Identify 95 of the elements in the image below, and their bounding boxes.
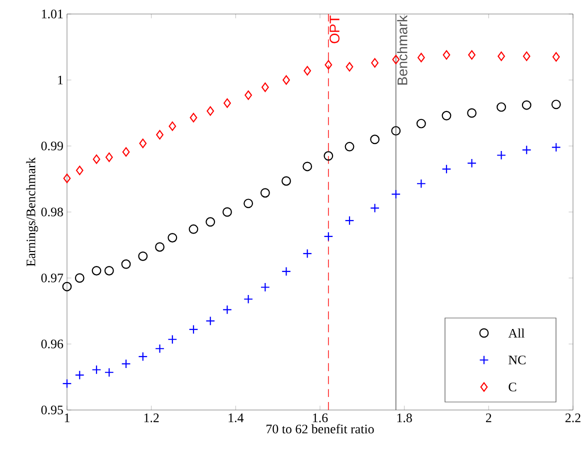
legend-label: NC — [508, 356, 526, 364]
x-axis-title: 70 to 62 benefit ratio — [266, 424, 374, 434]
point — [370, 134, 380, 144]
point — [188, 224, 198, 234]
point — [190, 112, 198, 122]
point — [122, 147, 130, 157]
point — [138, 251, 148, 261]
x-tick-label: 1.2 — [144, 414, 159, 422]
point — [224, 98, 231, 108]
point — [416, 118, 426, 128]
point — [121, 359, 131, 369]
point — [468, 50, 476, 60]
point — [139, 138, 147, 148]
point — [496, 102, 506, 112]
point — [260, 188, 270, 198]
x-tick-label: 1.6 — [313, 414, 328, 422]
point — [74, 370, 84, 380]
legend-label: All — [508, 328, 524, 338]
y-tick-label: 1.01 — [42, 10, 63, 18]
point — [442, 50, 450, 60]
point — [188, 324, 198, 334]
point — [346, 62, 354, 72]
point — [260, 282, 270, 292]
point — [416, 178, 426, 188]
point — [302, 162, 312, 172]
point — [105, 152, 113, 162]
y-tick-label: 0.97 — [41, 274, 64, 282]
point — [76, 166, 84, 176]
point — [442, 110, 452, 120]
point — [522, 52, 530, 61]
ref-line-label: OPT — [330, 16, 340, 44]
point — [324, 151, 334, 161]
point — [371, 58, 379, 68]
point — [62, 378, 72, 388]
point — [304, 66, 312, 76]
point — [155, 344, 165, 354]
point — [206, 217, 216, 227]
point — [92, 266, 102, 276]
legend-label: C — [508, 382, 516, 392]
point — [92, 365, 102, 374]
point — [324, 232, 334, 242]
point — [62, 282, 72, 292]
x-tick-label: 1.4 — [228, 414, 244, 422]
point — [302, 248, 312, 258]
point — [222, 304, 232, 314]
point — [467, 158, 477, 168]
point — [551, 142, 561, 152]
y-tick-label: 1 — [58, 76, 63, 84]
point — [551, 100, 561, 110]
point — [344, 216, 354, 226]
point — [282, 266, 292, 276]
x-tick-label: 1 — [64, 414, 70, 422]
point — [391, 126, 401, 136]
point — [168, 233, 178, 242]
ref-line-label: Benchmark — [397, 15, 408, 85]
point — [244, 294, 254, 304]
point — [324, 60, 332, 70]
point — [344, 142, 354, 152]
y-tick-label: 0.96 — [41, 340, 64, 348]
point — [522, 100, 532, 110]
point — [121, 259, 131, 269]
point — [418, 52, 425, 62]
point — [391, 189, 401, 199]
y-axis-title: Earnings/Benchmark — [26, 157, 38, 266]
point — [63, 174, 71, 184]
point — [92, 154, 100, 164]
point — [467, 108, 477, 118]
point — [74, 273, 84, 283]
x-tick-label: 2.2 — [565, 414, 580, 422]
point — [442, 164, 452, 174]
point — [168, 334, 178, 344]
y-tick-label: 0.98 — [41, 208, 63, 216]
y-tick-label: 0.95 — [41, 406, 63, 414]
point — [244, 198, 254, 208]
point — [498, 52, 506, 61]
point — [552, 52, 560, 62]
point — [282, 176, 292, 186]
point — [155, 242, 165, 252]
point — [156, 130, 164, 140]
point — [138, 352, 148, 362]
point — [222, 207, 232, 217]
y-tick-label: 0.99 — [41, 142, 63, 150]
point — [282, 75, 290, 85]
point — [168, 121, 176, 131]
x-tick-label: 1.8 — [397, 414, 412, 422]
point — [522, 145, 532, 155]
point — [261, 82, 269, 92]
point — [370, 203, 380, 213]
point — [244, 90, 252, 100]
x-tick-label: 2 — [486, 414, 492, 422]
point — [206, 106, 214, 116]
point — [104, 368, 114, 378]
point — [496, 150, 506, 160]
point — [206, 316, 216, 326]
point — [104, 266, 114, 276]
